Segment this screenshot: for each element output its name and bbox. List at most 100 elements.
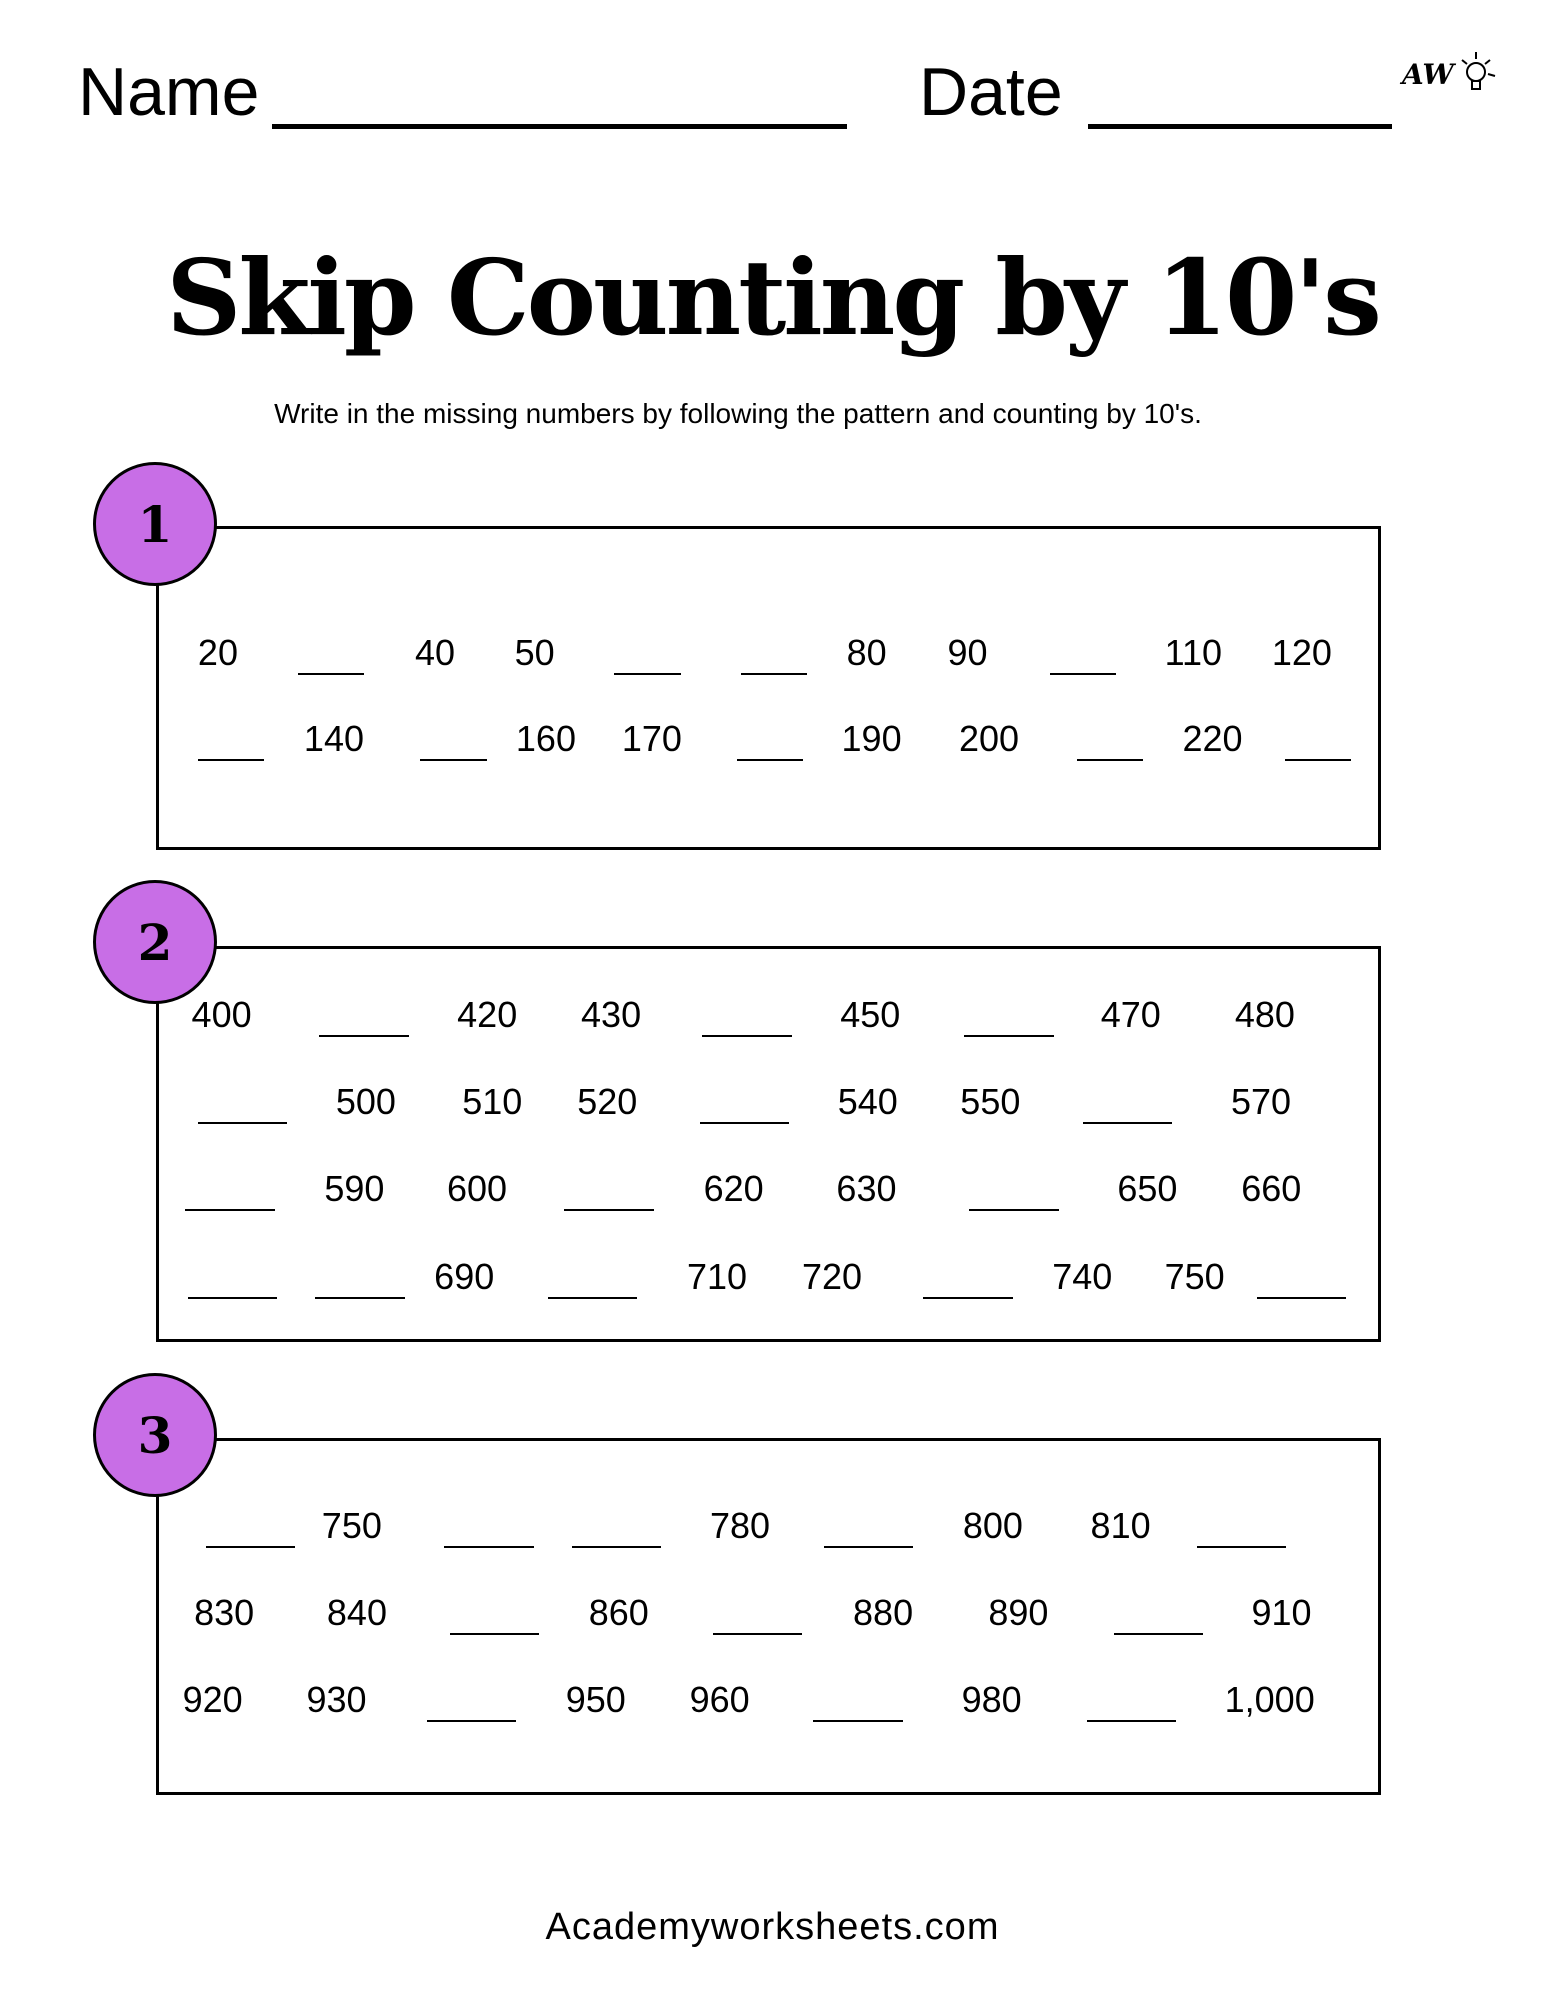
sequence-number: 660 (1241, 1167, 1302, 1209)
sequence-number: 710 (687, 1256, 748, 1297)
sequence-number: 420 (457, 994, 518, 1036)
sequence-number: 910 (1251, 1591, 1312, 1633)
name-label: Name (78, 54, 260, 130)
answer-blank[interactable] (702, 1035, 792, 1038)
answer-blank[interactable] (572, 1546, 662, 1548)
exercise-box-1 (156, 526, 1381, 850)
sequence-number: 1,000 (1224, 1678, 1315, 1720)
answer-blank[interactable] (205, 1546, 295, 1548)
sequence-number: 90 (947, 631, 988, 673)
answer-blank[interactable] (964, 1035, 1054, 1038)
answer-blank[interactable] (1113, 1632, 1203, 1635)
logo: AW (1400, 50, 1500, 100)
lightbulb-icon (1461, 52, 1496, 90)
sequence-number: 160 (515, 718, 576, 760)
sequence-number: 740 (1052, 1256, 1113, 1297)
sequence-number: 170 (621, 718, 682, 760)
answer-blank[interactable] (1049, 672, 1117, 675)
answer-blank[interactable] (1284, 759, 1352, 762)
answer-blank[interactable] (315, 1297, 405, 1299)
answer-blank[interactable] (813, 1719, 903, 1722)
date-field[interactable] (1088, 124, 1392, 129)
sequence-number: 500 (335, 1081, 396, 1123)
logo-text: AW (1402, 58, 1454, 91)
answer-blank[interactable] (1086, 1719, 1177, 1722)
sequence-number: 930 (306, 1678, 367, 1720)
sequence-number: 450 (840, 994, 901, 1036)
sequence-number: 430 (581, 994, 642, 1036)
answer-blank[interactable] (923, 1297, 1013, 1299)
sequence-number: 80 (846, 631, 887, 673)
answer-blank[interactable] (197, 1122, 288, 1125)
sequence-number: 120 (1271, 631, 1332, 673)
sequence-number: 830 (194, 1591, 255, 1633)
sequence-number: 480 (1234, 994, 1295, 1036)
answer-blank[interactable] (1256, 1297, 1346, 1299)
sequence-number: 220 (1182, 718, 1243, 760)
sequence-number: 470 (1100, 994, 1161, 1036)
answer-blank[interactable] (426, 1719, 516, 1722)
sequence-number: 400 (191, 994, 252, 1036)
sequence-number: 780 (710, 1505, 771, 1546)
sequence-number: 650 (1117, 1167, 1178, 1209)
exercise-number-badge: 2 (93, 880, 217, 1004)
answer-blank[interactable] (712, 1632, 802, 1635)
answer-blank[interactable] (449, 1632, 539, 1635)
sequence-number: 960 (689, 1678, 750, 1720)
sequence-number: 840 (326, 1591, 387, 1633)
sequence-number: 950 (565, 1678, 626, 1720)
sequence-number: 860 (588, 1591, 649, 1633)
sequence-number: 720 (801, 1256, 863, 1297)
page-title: Skip Counting by 10's (166, 236, 1382, 359)
date-label: Date (919, 54, 1063, 130)
sequence-number: 140 (303, 718, 364, 760)
sequence-number: 890 (988, 1591, 1049, 1633)
sequence-number: 980 (961, 1678, 1022, 1720)
sequence-number: 200 (959, 718, 1020, 760)
sequence-number: 750 (1164, 1256, 1225, 1297)
sequence-number: 880 (853, 1591, 914, 1633)
sequence-number: 550 (960, 1081, 1021, 1123)
answer-blank[interactable] (420, 759, 487, 762)
answer-blank[interactable] (1082, 1122, 1173, 1125)
answer-blank[interactable] (736, 759, 804, 762)
sequence-number: 750 (321, 1505, 382, 1546)
sequence-number: 510 (462, 1081, 523, 1123)
answer-blank[interactable] (823, 1546, 914, 1548)
sequence-number: 50 (514, 631, 555, 673)
exercise-number-badge: 1 (93, 462, 217, 586)
answer-blank[interactable] (297, 672, 364, 675)
exercise-box-2 (156, 946, 1381, 1342)
answer-blank[interactable] (564, 1208, 654, 1211)
sequence-number: 590 (324, 1167, 385, 1209)
answer-blank[interactable] (740, 672, 808, 675)
answer-blank[interactable] (699, 1122, 790, 1125)
answer-blank[interactable] (969, 1208, 1059, 1211)
sequence-number: 40 (415, 631, 456, 673)
sequence-number: 600 (446, 1167, 508, 1209)
answer-blank[interactable] (319, 1035, 409, 1038)
sequence-number: 810 (1090, 1505, 1151, 1546)
answer-blank[interactable] (614, 672, 681, 675)
answer-blank[interactable] (197, 759, 265, 762)
answer-blank[interactable] (1196, 1546, 1286, 1548)
sequence-number: 520 (577, 1081, 638, 1123)
answer-blank[interactable] (185, 1208, 275, 1211)
sequence-number: 630 (836, 1167, 897, 1209)
instructions: Write in the missing numbers by followin… (274, 398, 1202, 429)
footer-website: Academyworksheets.com (545, 1906, 1000, 1948)
answer-blank[interactable] (444, 1546, 534, 1548)
answer-blank[interactable] (187, 1297, 278, 1299)
sequence-number: 20 (197, 631, 238, 673)
sequence-number: 570 (1231, 1081, 1292, 1123)
exercise-number-badge: 3 (93, 1373, 217, 1497)
sequence-number: 190 (841, 718, 902, 760)
sequence-number: 540 (837, 1081, 898, 1123)
name-field[interactable] (272, 124, 847, 129)
sequence-number: 800 (962, 1505, 1023, 1546)
answer-blank[interactable] (1076, 759, 1143, 762)
sequence-number: 110 (1164, 631, 1223, 673)
exercise-box-3 (156, 1438, 1381, 1795)
sequence-number: 690 (434, 1256, 495, 1297)
answer-blank[interactable] (547, 1297, 638, 1299)
